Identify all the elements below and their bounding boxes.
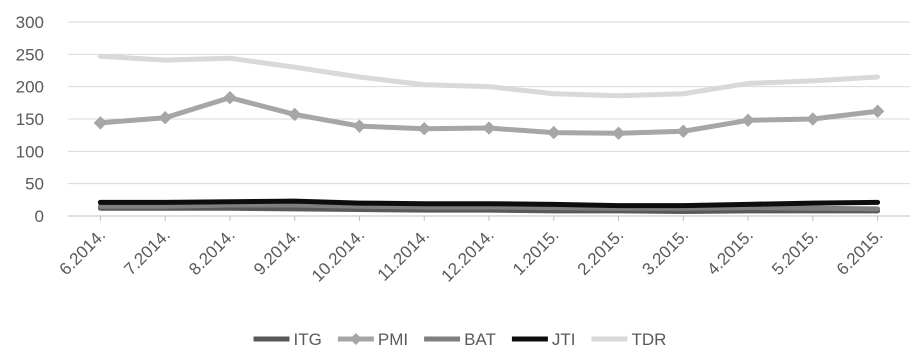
y-tick-label: 0 <box>35 207 44 226</box>
legend-item-tdr: TDR <box>591 330 667 349</box>
data-point-pmi <box>676 124 691 138</box>
x-tick-label: 4.2015. <box>703 225 757 279</box>
data-point-pmi <box>93 116 108 130</box>
data-point-pmi <box>870 104 885 118</box>
series-line-itg <box>97 205 881 214</box>
y-tick-label: 200 <box>16 78 44 97</box>
series-itg <box>97 205 881 214</box>
data-point-pmi <box>741 113 755 128</box>
legend-label-tdr: TDR <box>632 330 667 349</box>
y-tick-label: 250 <box>16 45 44 64</box>
legend-label-pmi: PMI <box>378 330 408 349</box>
legend-label-jti: JTI <box>552 330 576 349</box>
legend-item-jti: JTI <box>511 330 576 349</box>
y-tick-label: 150 <box>16 110 44 129</box>
x-tick-label: 11.2014. <box>374 225 433 284</box>
legend-marker-pmi <box>349 333 362 345</box>
y-tick-label: 300 <box>16 13 44 32</box>
legend: ITG PMI BAT JTI TDR <box>253 330 667 349</box>
legend-item-pmi: PMI <box>337 330 408 349</box>
legend-item-bat: BAT <box>424 330 496 349</box>
x-tick-label: 9.2014. <box>250 225 304 279</box>
series-jti <box>97 198 881 209</box>
legend-label-bat: BAT <box>464 330 496 349</box>
x-tick-label: 12.2014. <box>438 225 498 285</box>
x-tick-label: 10.2014. <box>308 225 368 285</box>
series-line-jti <box>97 198 881 209</box>
x-tick-label: 6.2014. <box>56 225 110 279</box>
gridlines <box>68 21 910 185</box>
data-point-pmi <box>352 119 367 133</box>
series-pmi <box>93 90 885 140</box>
x-tick-label: 3.2015. <box>639 225 693 279</box>
data-point-pmi <box>547 125 561 140</box>
data-point-pmi <box>806 112 820 126</box>
x-tick-label: 2.2015. <box>574 225 628 279</box>
series-line-tdr <box>97 53 881 99</box>
series-lines <box>93 53 885 214</box>
y-tick-label: 100 <box>16 142 44 161</box>
legend-label-itg: ITG <box>294 330 322 349</box>
data-point-pmi <box>482 121 496 135</box>
x-tick-label: 7.2014. <box>120 225 174 279</box>
x-tick-label: 1.2015. <box>509 225 563 279</box>
data-point-pmi <box>611 126 626 140</box>
x-tick-label: 6.2015. <box>833 225 887 279</box>
data-point-pmi <box>287 107 302 122</box>
series-bat <box>97 202 881 212</box>
x-tick-label: 5.2015. <box>768 225 822 279</box>
data-point-pmi <box>158 110 172 125</box>
x-tick-label: 8.2014. <box>185 225 239 279</box>
series-line-bat <box>97 202 881 212</box>
y-tick-label: 50 <box>25 175 44 194</box>
series-tdr <box>97 53 881 99</box>
data-point-pmi <box>417 121 431 136</box>
data-point-pmi <box>223 90 237 105</box>
legend-item-itg: ITG <box>253 330 322 349</box>
